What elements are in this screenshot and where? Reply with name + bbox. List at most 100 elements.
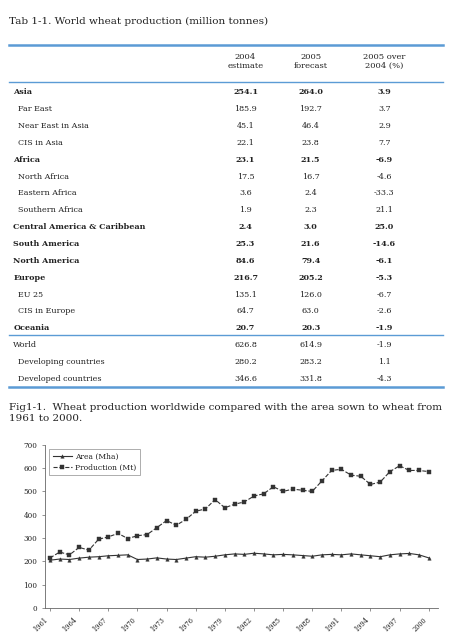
Text: 254.1: 254.1 <box>232 88 258 96</box>
Production (Mt) <box>57 548 62 556</box>
Text: -1.9: -1.9 <box>376 341 391 349</box>
Text: -5.3: -5.3 <box>375 274 392 282</box>
Text: -4.6: -4.6 <box>376 173 391 180</box>
Production (Mt) <box>231 500 237 508</box>
Production (Mt) <box>290 485 295 493</box>
Text: 46.4: 46.4 <box>301 122 319 130</box>
Text: Asia: Asia <box>14 88 32 96</box>
Text: Central America & Caribbean: Central America & Caribbean <box>14 223 145 231</box>
Text: -2.6: -2.6 <box>376 307 391 316</box>
Text: 23.1: 23.1 <box>235 156 255 164</box>
Text: -1.9: -1.9 <box>375 324 392 332</box>
Text: 1.9: 1.9 <box>239 206 251 214</box>
Text: Near East in Asia: Near East in Asia <box>14 122 89 130</box>
Area (Mha) <box>328 550 334 558</box>
Production (Mt) <box>425 468 431 476</box>
Text: 45.1: 45.1 <box>236 122 254 130</box>
Text: 280.2: 280.2 <box>234 358 256 366</box>
Production (Mt) <box>299 486 304 494</box>
Text: EU 25: EU 25 <box>14 291 43 298</box>
Area (Mha) <box>338 551 343 559</box>
Text: North America: North America <box>14 257 79 265</box>
Area (Mha) <box>154 554 159 562</box>
Text: CIS in Asia: CIS in Asia <box>14 139 63 147</box>
Area (Mha) <box>270 551 276 559</box>
Area (Mha) <box>357 551 363 559</box>
Text: 283.2: 283.2 <box>299 358 322 366</box>
Text: 3.7: 3.7 <box>377 105 390 113</box>
Text: 135.1: 135.1 <box>234 291 257 298</box>
Text: 20.7: 20.7 <box>235 324 254 332</box>
Text: 3.9: 3.9 <box>377 88 391 96</box>
Production (Mt) <box>328 467 334 474</box>
Area (Mha) <box>348 550 353 557</box>
Area (Mha) <box>260 550 266 557</box>
Text: 192.7: 192.7 <box>299 105 322 113</box>
Production (Mt) <box>86 547 92 554</box>
Area (Mha) <box>415 551 421 559</box>
Production (Mt) <box>106 533 111 541</box>
Text: 331.8: 331.8 <box>299 375 322 383</box>
Text: 216.7: 216.7 <box>233 274 258 282</box>
Production (Mt) <box>348 471 353 479</box>
Text: -6.1: -6.1 <box>375 257 392 265</box>
Production (Mt) <box>260 490 266 498</box>
Text: -33.3: -33.3 <box>373 189 394 197</box>
Text: 626.8: 626.8 <box>234 341 257 349</box>
Area (Mha) <box>318 551 324 559</box>
Production (Mt) <box>367 481 373 488</box>
Line: Area (Mha): Area (Mha) <box>48 552 429 562</box>
Area (Mha) <box>86 554 92 561</box>
Text: 2005 over
2004 (%): 2005 over 2004 (%) <box>363 53 405 70</box>
Area (Mha) <box>76 554 82 562</box>
Text: 22.1: 22.1 <box>236 139 254 147</box>
Text: Oceania: Oceania <box>14 324 50 332</box>
Text: 21.6: 21.6 <box>300 240 320 248</box>
Text: 264.0: 264.0 <box>298 88 322 96</box>
Text: 3.0: 3.0 <box>303 223 317 231</box>
Area (Mha) <box>396 550 401 557</box>
Text: 2.3: 2.3 <box>304 206 316 214</box>
Text: -4.3: -4.3 <box>376 375 391 383</box>
Text: Fig1-1.  Wheat production worldwide compared with the area sown to wheat from
19: Fig1-1. Wheat production worldwide compa… <box>9 403 441 422</box>
Production (Mt) <box>280 488 285 495</box>
Text: 7.7: 7.7 <box>377 139 390 147</box>
Area (Mha) <box>96 553 101 561</box>
Text: Developing countries: Developing countries <box>14 358 105 366</box>
Area (Mha) <box>299 552 304 559</box>
Production (Mt) <box>125 534 130 542</box>
Text: 16.7: 16.7 <box>301 173 319 180</box>
Text: 614.9: 614.9 <box>299 341 322 349</box>
Area (Mha) <box>193 553 198 561</box>
Area (Mha) <box>144 555 150 563</box>
Text: Developed countries: Developed countries <box>14 375 101 383</box>
Text: 64.7: 64.7 <box>236 307 254 316</box>
Text: Eastern Africa: Eastern Africa <box>14 189 77 197</box>
Production (Mt) <box>270 483 276 491</box>
Area (Mha) <box>425 554 431 562</box>
Area (Mha) <box>47 556 53 564</box>
Area (Mha) <box>241 550 246 558</box>
Production (Mt) <box>415 467 421 474</box>
Production (Mt) <box>164 516 169 524</box>
Text: 84.6: 84.6 <box>235 257 255 265</box>
Text: CIS in Europe: CIS in Europe <box>14 307 75 316</box>
Text: 2.9: 2.9 <box>377 122 390 130</box>
Production (Mt) <box>221 504 227 511</box>
Text: 346.6: 346.6 <box>234 375 257 383</box>
Area (Mha) <box>173 556 179 563</box>
Area (Mha) <box>134 556 140 563</box>
Area (Mha) <box>290 551 295 559</box>
Text: 25.3: 25.3 <box>235 240 254 248</box>
Production (Mt) <box>47 554 53 562</box>
Production (Mt) <box>251 492 256 500</box>
Production (Mt) <box>318 477 324 484</box>
Area (Mha) <box>202 554 207 561</box>
Area (Mha) <box>387 551 392 559</box>
Area (Mha) <box>406 550 411 557</box>
Area (Mha) <box>106 552 111 559</box>
Text: 1.1: 1.1 <box>377 358 390 366</box>
Text: 63.0: 63.0 <box>301 307 319 316</box>
Production (Mt) <box>406 467 411 474</box>
Legend: Area (Mha), Production (Mt): Area (Mha), Production (Mt) <box>49 449 140 476</box>
